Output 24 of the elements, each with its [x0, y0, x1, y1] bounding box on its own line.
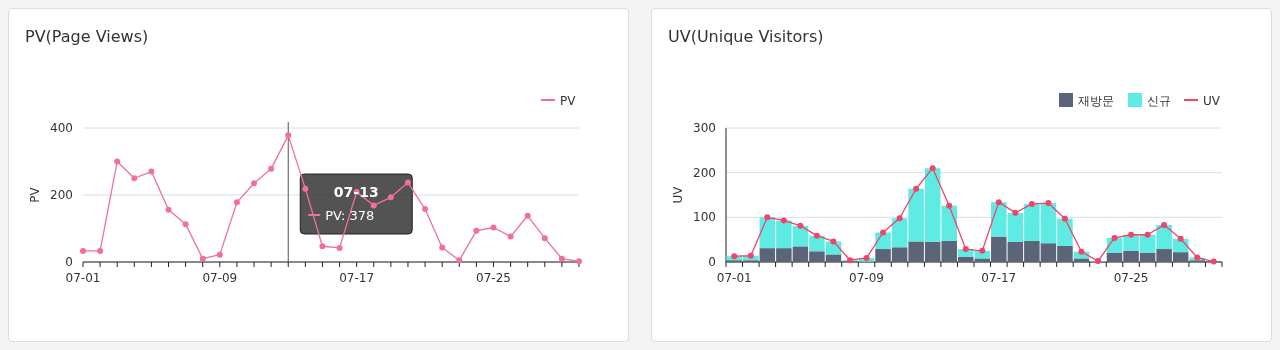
- y-tick-label: 200: [693, 165, 716, 180]
- x-tick-label: 07-01: [65, 271, 101, 285]
- y-tick-label: 100: [693, 210, 716, 225]
- y-tick-label: 200: [50, 188, 73, 202]
- x-tick-label: 07-17: [339, 271, 375, 285]
- chart-title: PV(Page Views): [25, 27, 149, 46]
- x-tick-label: 07-01: [716, 271, 752, 285]
- y-tick-label: 0: [708, 255, 716, 269]
- y-tick-label: 300: [693, 121, 716, 135]
- chart-title: UV(Unique Visitors): [668, 27, 824, 46]
- legend-label: PV: [560, 93, 577, 108]
- legend-label: 재방문: [1078, 93, 1114, 108]
- y-tick-label: 0: [65, 255, 73, 269]
- y-tick-label: 400: [50, 121, 73, 135]
- y-axis-title: PV: [28, 186, 42, 203]
- y-axis-title: UV: [671, 185, 685, 204]
- x-tick-label: 07-09: [849, 271, 884, 285]
- x-tick-label: 07-25: [476, 271, 511, 285]
- annotation: PV: 378: [325, 208, 375, 223]
- x-tick-label: 07-25: [1113, 271, 1149, 285]
- legend-label: UV: [1203, 93, 1221, 108]
- x-tick-label: 07-17: [981, 271, 1017, 285]
- legend-label: 신규: [1147, 93, 1171, 108]
- x-tick-label: 07-09: [202, 271, 238, 285]
